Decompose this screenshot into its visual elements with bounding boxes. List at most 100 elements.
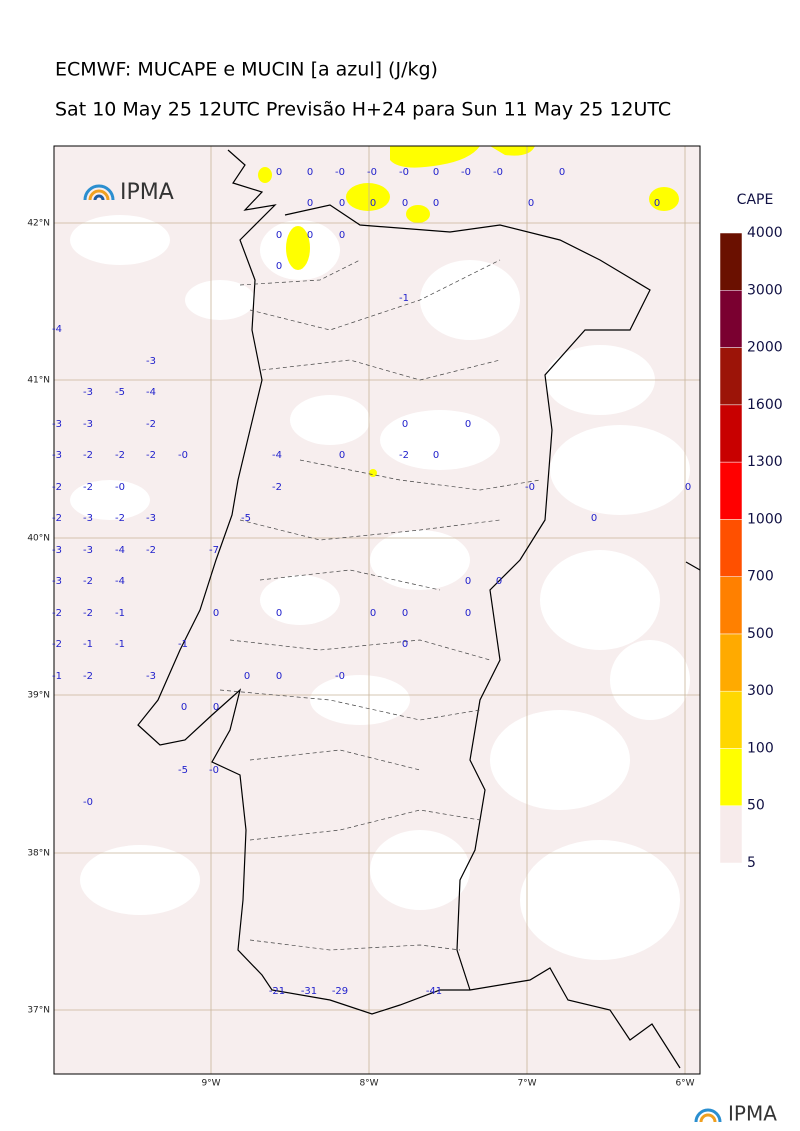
low-cape-areas	[70, 215, 690, 960]
lon-label: 8°W	[359, 1079, 378, 1089]
cin-label: -3	[146, 356, 156, 367]
lat-label: 39°N	[27, 691, 50, 701]
border	[284, 204, 651, 991]
colorbar-bin	[719, 290, 743, 348]
cin-label: -0	[461, 167, 471, 178]
cin-label: -2	[52, 513, 62, 524]
colorbar-bin	[719, 519, 743, 577]
cin-label: -7	[209, 545, 219, 556]
cin-label: -1	[399, 293, 409, 304]
cape-areas	[258, 146, 679, 477]
cin-label: -4	[115, 545, 125, 556]
cin-label: -1	[178, 639, 188, 650]
cin-label: -5	[115, 387, 125, 398]
subtitle: Sat 10 May 25 12UTC Previsão H+24 para S…	[55, 99, 671, 121]
footer-logo-text: IPMA	[728, 1102, 777, 1126]
colorbar-bin	[719, 347, 743, 406]
cin-label: -29	[332, 986, 348, 997]
cin-label: -1	[115, 639, 125, 650]
cin-label: 0	[307, 167, 313, 178]
cin-label: 0	[402, 419, 408, 430]
colorbar-tick-label: 2000	[747, 340, 783, 356]
cin-label: 0	[307, 230, 313, 241]
cin-label: 0	[402, 639, 408, 650]
colorbar-tick-label: 50	[747, 798, 765, 814]
cin-label: -2	[115, 513, 125, 524]
colorbar-tick-label: 1300	[747, 454, 783, 470]
lat-label: 41°N	[27, 376, 50, 386]
cin-label: 0	[339, 230, 345, 241]
cin-label: 0	[433, 198, 439, 209]
cin-label: -2	[83, 450, 93, 461]
colorbar-tick-label: 3000	[747, 282, 783, 298]
colorbar-tick-label: 4000	[747, 225, 783, 241]
cin-label: -2	[83, 671, 93, 682]
cin-label: -3	[83, 513, 93, 524]
overlay: 42°N 41°N 40°N 39°N 38°N 37°N 9°W 8°W 7°W 6°W 0 0 -0…	[27, 167, 782, 1089]
cin-label: -1	[83, 639, 93, 650]
cin-label: -2	[52, 608, 62, 619]
cin-label: -2	[52, 482, 62, 493]
cin-label: 0	[465, 576, 471, 587]
cin-label: 0	[276, 608, 282, 619]
cin-label: 0	[339, 198, 345, 209]
cin-label: -2	[146, 419, 156, 430]
cin-label: 0	[685, 482, 691, 493]
cin-label: -3	[146, 513, 156, 524]
colorbar-tick-label: 1600	[747, 397, 783, 413]
lat-label: 37°N	[27, 1006, 50, 1016]
cin-label: 0	[307, 198, 313, 209]
cin-label: 0	[528, 198, 534, 209]
colorbar-bin	[719, 633, 743, 692]
colorbar-bin	[719, 232, 743, 291]
cin-label: -5	[241, 513, 251, 524]
cin-label: 0	[181, 702, 187, 713]
cin-label: -2	[83, 608, 93, 619]
cin-label: -31	[301, 986, 317, 997]
cin-label: -0	[335, 671, 345, 682]
cin-label: -0	[525, 482, 535, 493]
cin-label: -0	[83, 797, 93, 808]
cin-label: 0	[213, 702, 219, 713]
cin-label: -0	[209, 765, 219, 776]
cin-label: -3	[83, 419, 93, 430]
lat-label: 40°N	[27, 534, 50, 544]
cin-label: -0	[493, 167, 503, 178]
colorbar-bin	[719, 690, 743, 749]
logo-text: IPMA	[120, 180, 174, 205]
cin-label: -4	[272, 450, 282, 461]
cin-label: 0	[276, 671, 282, 682]
cin-label: 0	[276, 167, 282, 178]
lat-label: 42°N	[27, 219, 50, 229]
cin-label: -0	[115, 482, 125, 493]
cin-label: 0	[370, 198, 376, 209]
cin-label: -4	[146, 387, 156, 398]
map-border	[53, 145, 701, 1075]
cin-label: -1	[115, 608, 125, 619]
cin-label: 0	[213, 608, 219, 619]
cin-label: 0	[370, 608, 376, 619]
cin-label: 0	[433, 450, 439, 461]
cin-label: -4	[52, 324, 62, 335]
cin-label: 0	[339, 450, 345, 461]
colorbar-tick-label: 5	[747, 855, 756, 871]
cin-label: 0	[591, 513, 597, 524]
cin-label: -0	[178, 450, 188, 461]
cin-label: -3	[83, 545, 93, 556]
colorbar-bin	[719, 805, 743, 864]
lon-label: 6°W	[675, 1079, 694, 1089]
cin-label: -3	[52, 545, 62, 556]
cin-label: -0	[367, 167, 377, 178]
footer-logo: IPMA	[694, 1102, 777, 1126]
cin-label: -4	[115, 576, 125, 587]
cin-label: -2	[146, 450, 156, 461]
district-boundaries	[219, 259, 541, 951]
lon-label: 9°W	[201, 1079, 220, 1089]
colorbar-bin	[719, 404, 743, 463]
coastline	[137, 149, 701, 1069]
cin-label: -2	[83, 576, 93, 587]
cin-label: -2	[115, 450, 125, 461]
colorbar-title: CAPE	[737, 192, 774, 208]
colorbar-bin	[719, 461, 743, 520]
cin-label: 0	[276, 261, 282, 272]
